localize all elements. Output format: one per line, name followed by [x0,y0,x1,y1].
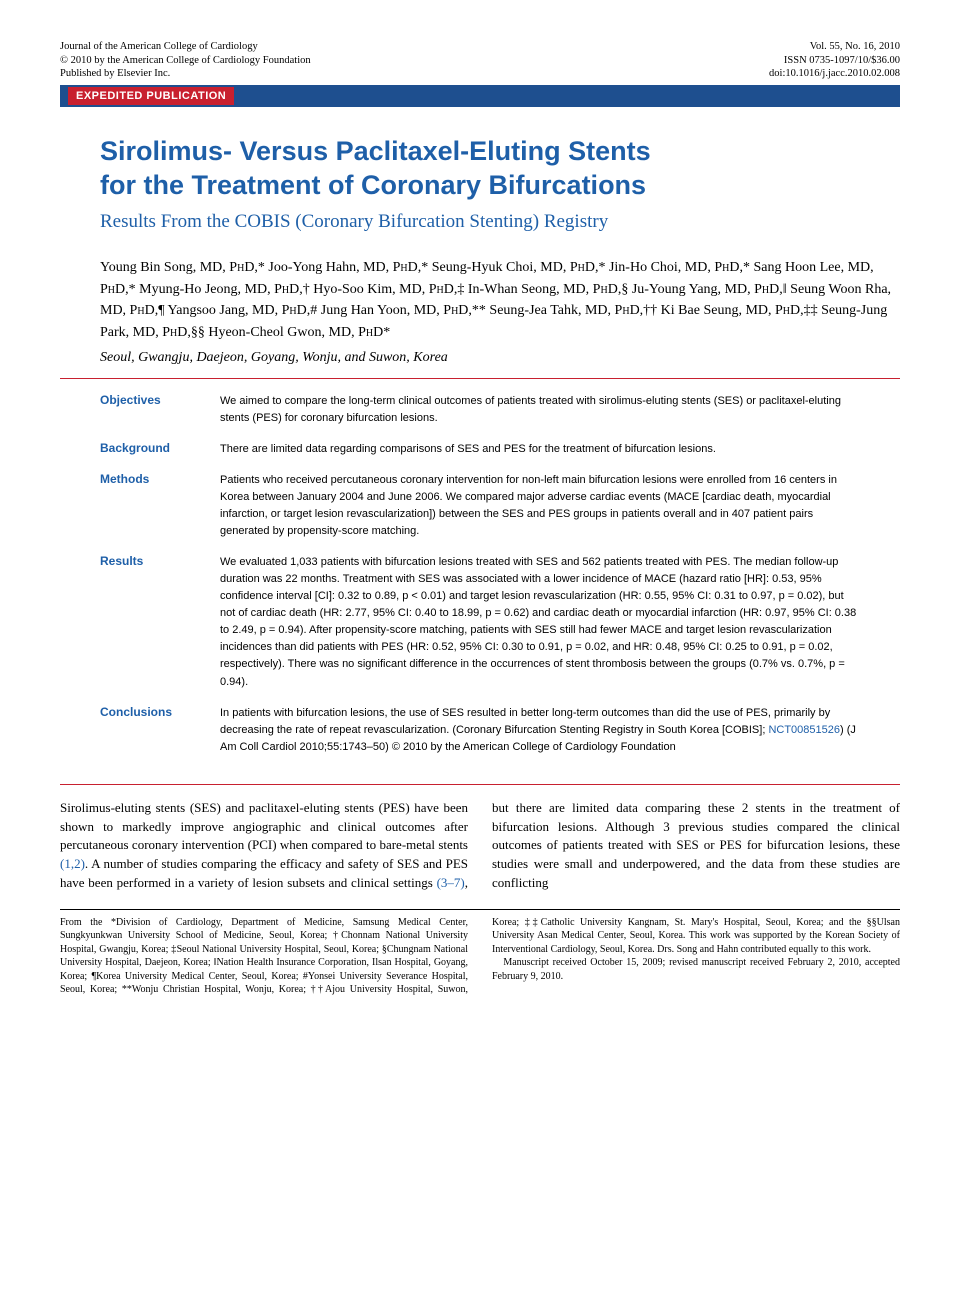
body-text: Sirolimus-eluting stents (SES) and pacli… [60,799,900,893]
abstract-text-methods: Patients who received percutaneous coron… [220,472,860,540]
footnote-rule [60,909,900,910]
article-subtitle: Results From the COBIS (Coronary Bifurca… [100,210,900,235]
copyright-line: © 2010 by the American College of Cardio… [60,54,311,68]
divider-bottom [60,784,900,785]
body-para-2b: , but there are limited data comparing t… [465,800,900,890]
header-right: Vol. 55, No. 16, 2010 ISSN 0735-1097/10/… [769,40,900,81]
title-line-1: Sirolimus- Versus Paclitaxel-Eluting Ste… [100,136,651,166]
publisher-line: Published by Elsevier Inc. [60,67,311,81]
article-title: Sirolimus- Versus Paclitaxel-Eluting Ste… [100,135,900,203]
abstract-label-results: Results [100,554,220,690]
ref-link-1-2[interactable]: (1,2) [60,856,85,871]
author-list: Young Bin Song, MD, PhD,* Joo-Yong Hahn,… [60,257,900,344]
divider-top [60,378,900,379]
volume-info: Vol. 55, No. 16, 2010 [769,40,900,54]
abstract-results: Results We evaluated 1,033 patients with… [100,554,860,690]
conclusions-text-before: In patients with bifurcation lesions, th… [220,707,830,736]
abstract-label-methods: Methods [100,472,220,540]
abstract-text-background: There are limited data regarding compari… [220,441,860,458]
footnote-manuscript-dates: Manuscript received October 15, 2009; re… [492,957,900,982]
publication-type-badge: EXPEDITED PUBLICATION [68,87,234,105]
body-para-2a: and clinical settings [329,875,437,890]
clinical-trial-link[interactable]: NCT00851526 [768,724,840,736]
body-para-1a: Sirolimus-eluting stents (SES) and pacli… [60,800,468,853]
title-line-2: for the Treatment of Coronary Bifurcatio… [100,170,646,200]
ref-link-3-7[interactable]: (3–7) [437,875,465,890]
abstract-methods: Methods Patients who received percutaneo… [100,472,860,540]
abstract-label-conclusions: Conclusions [100,705,220,756]
doi-line: doi:10.1016/j.jacc.2010.02.008 [769,67,900,81]
abstract-text-objectives: We aimed to compare the long-term clinic… [220,393,860,427]
abstract-background: Background There are limited data regard… [100,441,860,458]
issn-line: ISSN 0735-1097/10/$36.00 [769,54,900,68]
abstract-objectives: Objectives We aimed to compare the long-… [100,393,860,427]
abstract-label-background: Background [100,441,220,458]
abstract-conclusions: Conclusions In patients with bifurcation… [100,705,860,756]
footnotes-block: From the *Division of Cardiology, Depart… [60,916,900,997]
publication-type-bar: EXPEDITED PUBLICATION [60,85,900,107]
author-locations: Seoul, Gwangju, Daejeon, Goyang, Wonju, … [60,350,900,366]
abstract-text-conclusions: In patients with bifurcation lesions, th… [220,705,860,756]
abstract-label-objectives: Objectives [100,393,220,427]
abstract-text-results: We evaluated 1,033 patients with bifurca… [220,554,860,690]
journal-header: Journal of the American College of Cardi… [60,40,900,81]
abstract-block: Objectives We aimed to compare the long-… [60,383,900,780]
title-block: Sirolimus- Versus Paclitaxel-Eluting Ste… [60,135,900,235]
header-left: Journal of the American College of Cardi… [60,40,311,81]
journal-name: Journal of the American College of Cardi… [60,40,311,54]
